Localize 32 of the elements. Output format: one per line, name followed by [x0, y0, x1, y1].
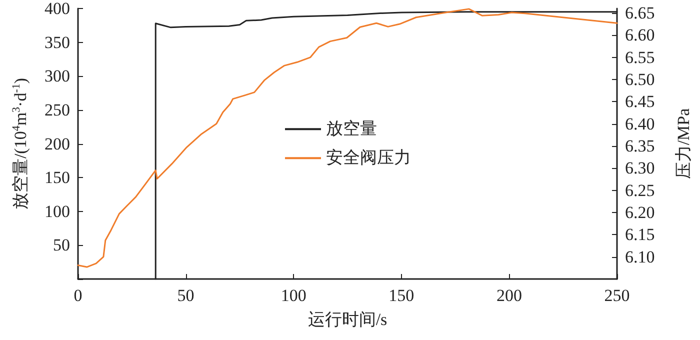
y-axis-title: 放空量/(104m3·d-1) — [10, 78, 30, 210]
y2-axis-title: 压力/MPa — [674, 108, 693, 180]
y-tick-label: 350 — [44, 32, 70, 52]
x-tick-label: 0 — [74, 286, 82, 305]
y2-tick-label: 6.45 — [625, 92, 655, 112]
x-axis-title: 运行时间/s — [308, 310, 388, 329]
y-tick-label: 100 — [44, 202, 70, 221]
x-tick-label: 150 — [388, 286, 414, 305]
y-tick-label: 250 — [44, 100, 70, 120]
x-tick-label: 50 — [177, 286, 194, 305]
y2-tick-label: 6.20 — [625, 202, 655, 222]
line-series — [77, 8, 618, 268]
y2-tick-label: 6.15 — [625, 225, 655, 244]
y2-tick-label: 6.60 — [625, 26, 655, 45]
y2-tick-label: 6.50 — [625, 70, 655, 89]
x-tick-label: 250 — [604, 286, 630, 305]
x-tick-label: 100 — [280, 286, 306, 305]
legend-label: 放空量 — [326, 119, 377, 140]
y2-tick-label: 6.10 — [625, 247, 655, 266]
y2-tick-label: 6.40 — [625, 114, 655, 134]
y-tick-label: 150 — [44, 168, 70, 188]
legend-label: 安全阀压力 — [326, 148, 411, 168]
y-tick-label: 400 — [44, 0, 70, 18]
y-tick-label: 300 — [44, 66, 70, 86]
y2-tick-label: 6.35 — [625, 136, 655, 156]
y2-tick-label: 6.55 — [625, 48, 655, 67]
x-tick-label: 200 — [496, 286, 522, 305]
y2-tick-label: 6.25 — [625, 180, 655, 200]
y-tick-label: 200 — [44, 134, 70, 154]
y2-tick-label: 6.65 — [625, 3, 655, 22]
y2-tick-label: 6.30 — [625, 158, 655, 178]
y-tick-label: 50 — [53, 236, 70, 255]
